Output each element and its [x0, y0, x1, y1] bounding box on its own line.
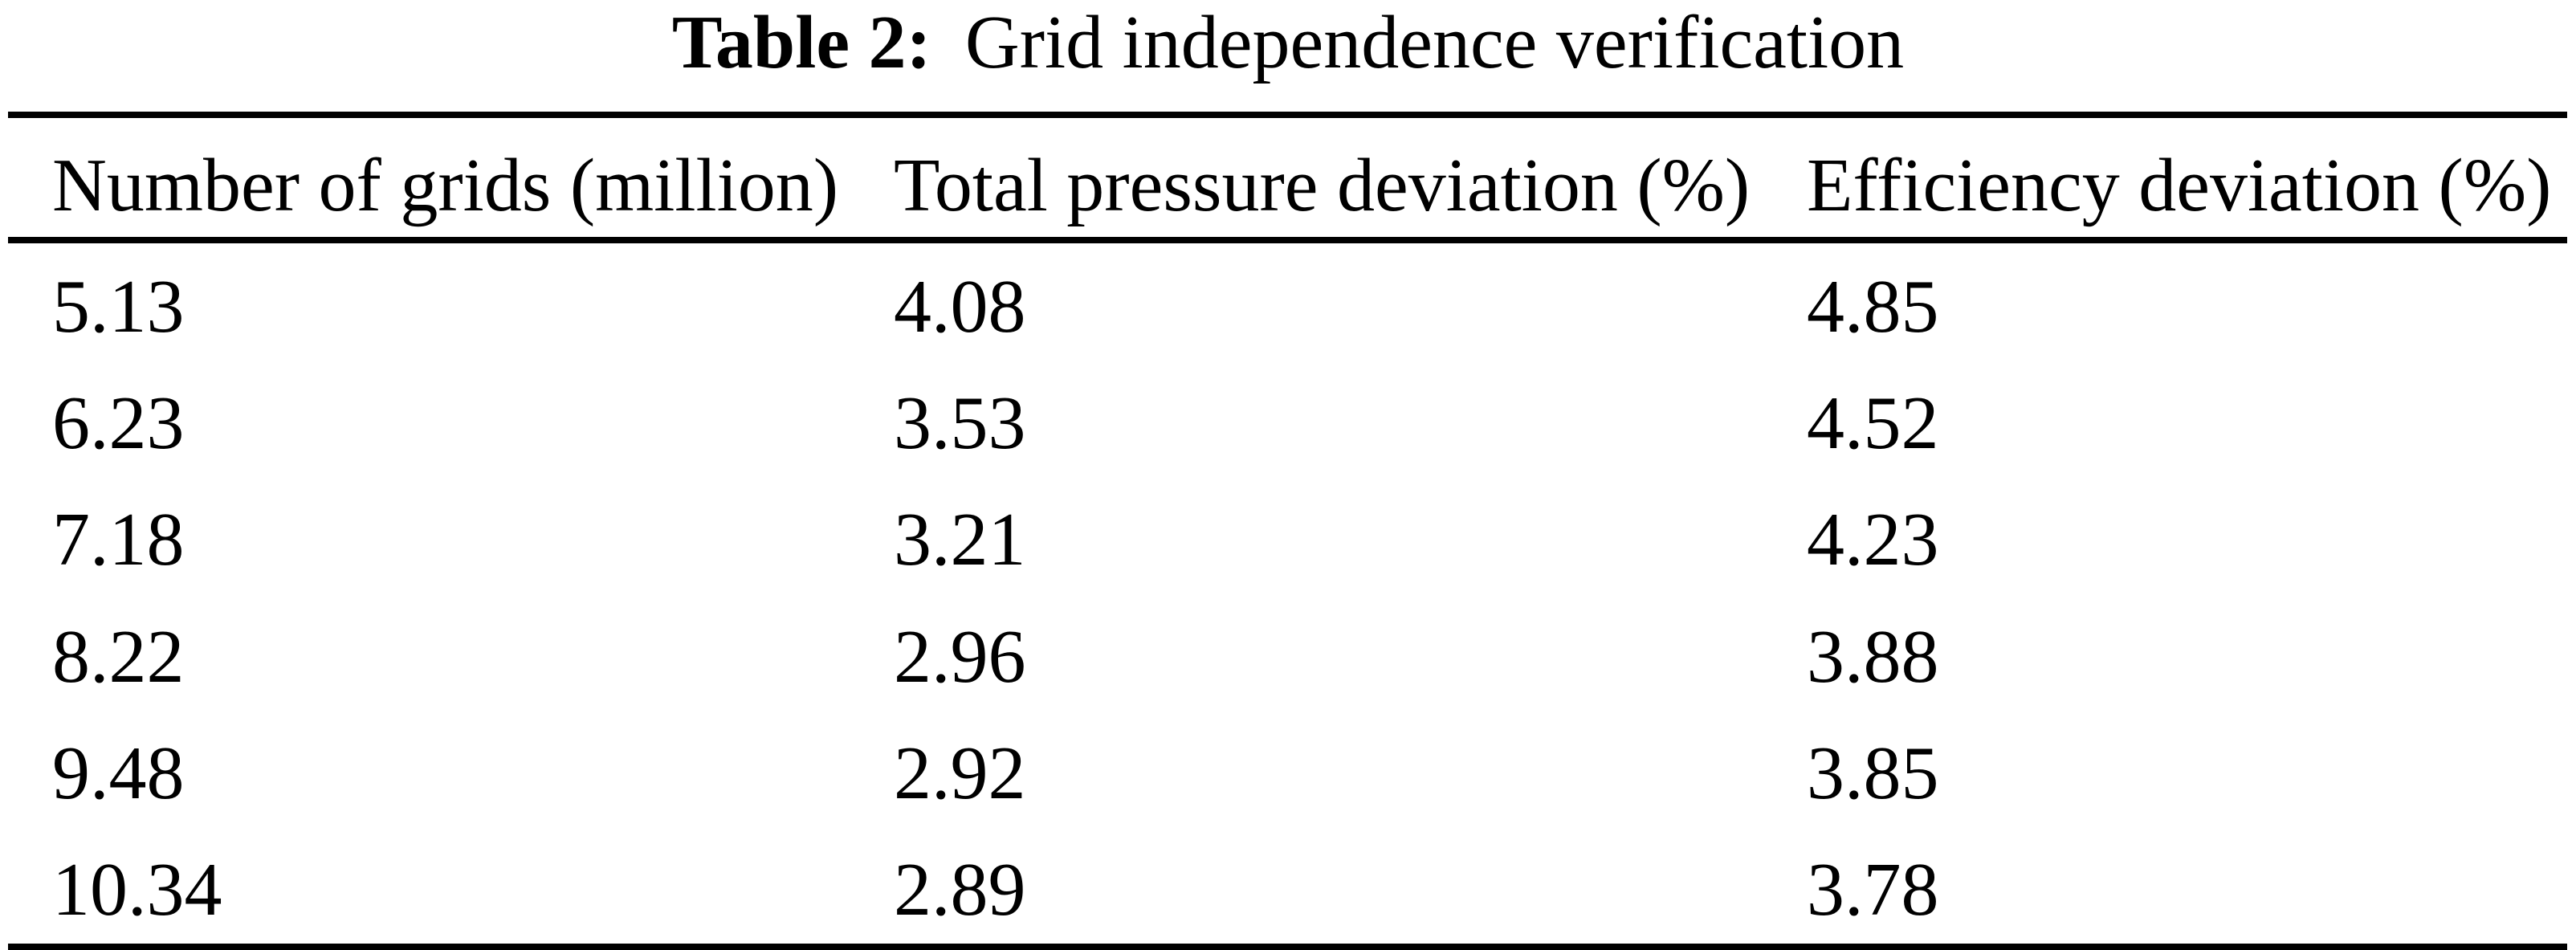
column-header-number-of-grids: Number of grids (million) [8, 115, 850, 243]
table-cell: 5.13 [52, 264, 185, 349]
table-cell: 2.89 [894, 848, 1026, 932]
table-caption-title: Grid independence verification [964, 1, 1905, 84]
table-cell: 4.85 [1807, 264, 1939, 349]
table-cell: 6.23 [52, 381, 185, 465]
table-cell: 3.88 [1807, 614, 1939, 699]
table-cell: 3.85 [1807, 731, 1939, 815]
table-cell: 9.48 [52, 731, 185, 815]
table-cell: 4.23 [1807, 498, 1939, 582]
table-row: 8.22 2.96 3.88 [8, 593, 2567, 710]
table-row: 5.13 4.08 4.85 [8, 240, 2567, 360]
table-cell: 7.18 [52, 498, 185, 582]
column-header-efficiency-deviation: Efficiency deviation (%) [1763, 115, 2567, 243]
table-row: 6.23 3.53 4.52 [8, 360, 2567, 476]
table-cell: 8.22 [52, 614, 185, 699]
table-caption: Table 2: Grid independence verification [0, 1, 2576, 84]
grid-independence-table: Number of grids (million) Total pressure… [8, 112, 2567, 950]
column-header-total-pressure-deviation: Total pressure deviation (%) [850, 115, 1763, 243]
table-cell: 2.96 [894, 614, 1026, 699]
table-cell: 3.53 [894, 381, 1026, 465]
table-cell: 3.21 [894, 498, 1026, 582]
table-row: 10.34 2.89 3.78 [8, 826, 2567, 946]
table-row: 9.48 2.92 3.85 [8, 710, 2567, 826]
table-cell: 3.78 [1807, 848, 1939, 932]
table-caption-number: Table 2: [671, 1, 931, 84]
table-row: 7.18 3.21 4.23 [8, 477, 2567, 593]
table-container: Number of grids (million) Total pressure… [8, 112, 2567, 950]
header-row: Number of grids (million) Total pressure… [8, 115, 2567, 243]
table-cell: 4.52 [1807, 381, 1939, 465]
table-cell: 4.08 [894, 264, 1026, 349]
table-cell: 2.92 [894, 731, 1026, 815]
table-cell: 10.34 [52, 848, 222, 932]
